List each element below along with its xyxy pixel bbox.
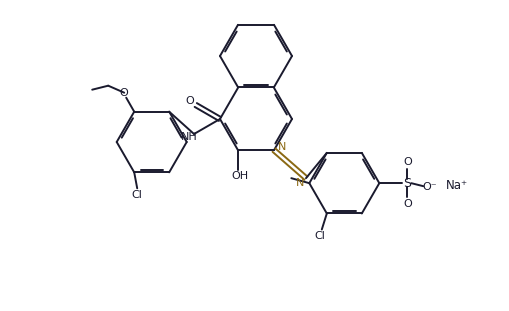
Text: N: N — [278, 142, 286, 152]
Text: S: S — [403, 177, 411, 190]
Text: NH: NH — [181, 132, 197, 142]
Text: O: O — [403, 157, 412, 167]
Text: Na⁺: Na⁺ — [446, 179, 468, 192]
Text: O: O — [403, 199, 412, 209]
Text: Cl: Cl — [132, 190, 143, 200]
Text: Cl: Cl — [315, 231, 325, 241]
Text: O: O — [185, 96, 194, 106]
Text: O: O — [120, 88, 129, 98]
Text: OH: OH — [232, 171, 248, 181]
Text: O⁻: O⁻ — [422, 182, 437, 192]
Text: N: N — [296, 178, 304, 188]
